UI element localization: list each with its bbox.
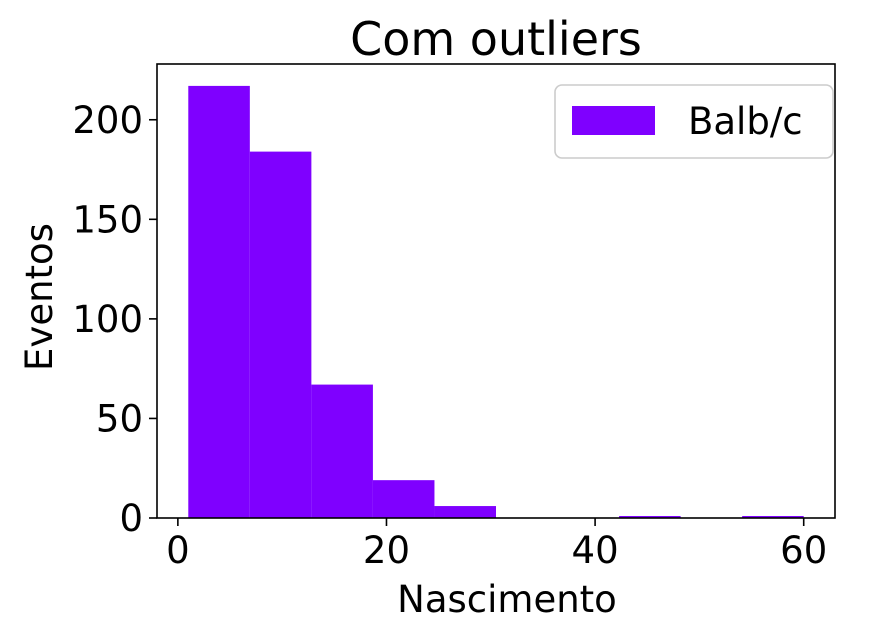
x-axis-ticks: 0 20 40 60 <box>166 518 827 572</box>
x-tick-label: 20 <box>363 529 410 572</box>
x-tick-label: 40 <box>572 529 619 572</box>
histogram-bar-4 <box>434 506 496 518</box>
legend-frame <box>554 84 834 159</box>
x-tick-label: 60 <box>780 529 827 572</box>
y-tick-label: 0 <box>119 497 143 540</box>
x-axis-label: Nascimento <box>397 578 617 621</box>
x-tick-label: 0 <box>166 529 190 572</box>
legend-swatch <box>572 106 655 135</box>
histogram-bar-9 <box>742 516 804 518</box>
histogram-bar-0 <box>188 85 250 519</box>
histogram-bar-1 <box>249 151 312 519</box>
y-axis-label: Eventos <box>18 223 61 371</box>
histogram-bar-2 <box>311 384 373 518</box>
y-tick-label: 150 <box>72 198 143 241</box>
y-axis-ticks: 0 50 100 150 200 <box>72 99 157 540</box>
y-tick-label: 200 <box>72 99 143 142</box>
histogram-bar-3 <box>372 480 435 518</box>
y-tick-label: 50 <box>96 397 143 440</box>
histogram-bar-7 <box>619 516 681 518</box>
bars-group <box>188 85 804 519</box>
legend-label: Balb/c <box>688 100 803 143</box>
plot-frame <box>156 63 836 519</box>
y-tick-label: 100 <box>72 298 143 341</box>
chart-title: Com outliers <box>350 12 642 66</box>
legend: Balb/c <box>554 84 834 159</box>
